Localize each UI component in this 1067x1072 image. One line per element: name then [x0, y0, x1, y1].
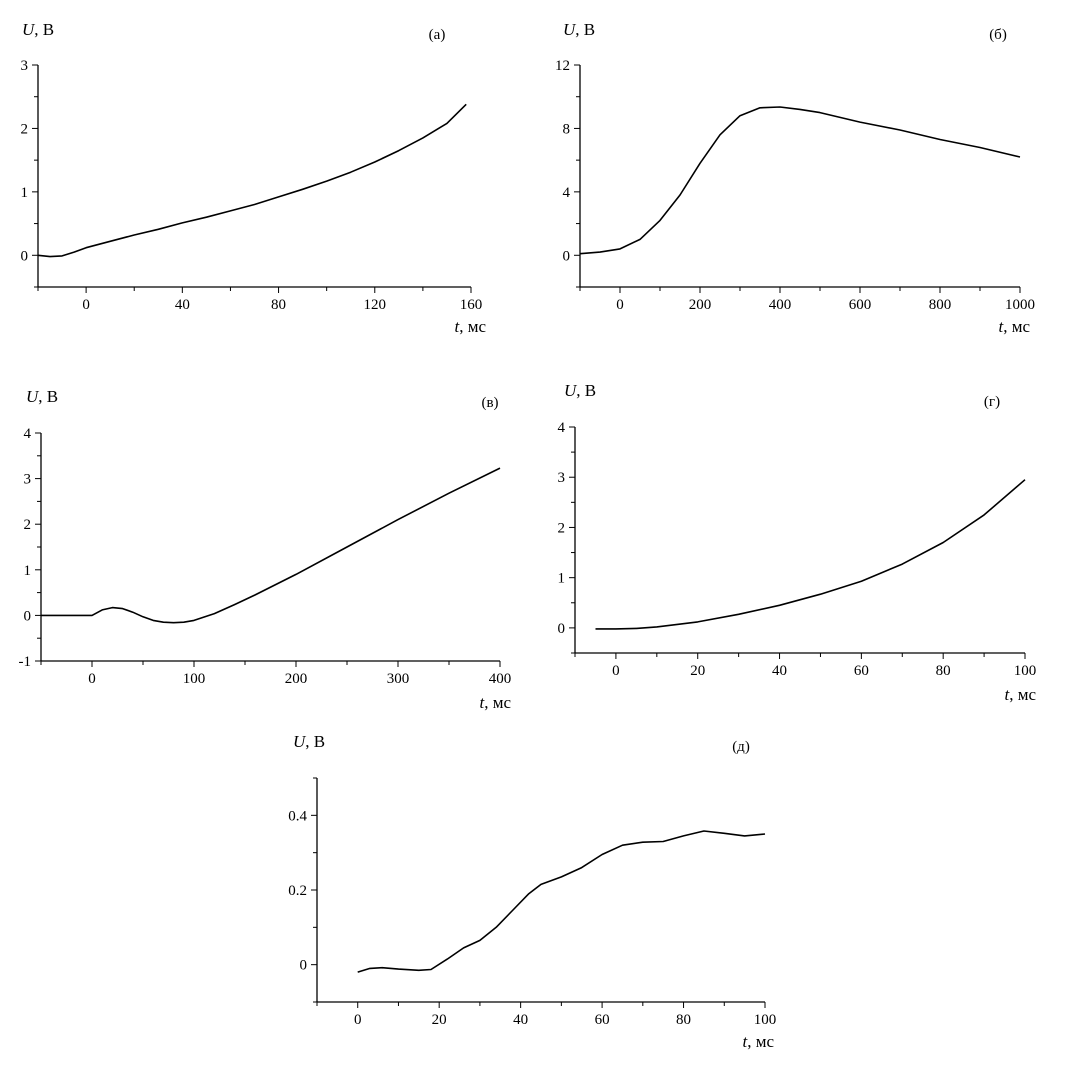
x-axis-label-unit: , мс [1009, 685, 1036, 704]
svg-text:t, мс: t, мс [479, 693, 511, 712]
y-axis-label-unit: , В [34, 20, 54, 39]
svg-text:t, мс: t, мс [998, 317, 1030, 336]
series-line-0 [595, 479, 1026, 630]
y-tick-label: 3 [21, 58, 29, 74]
x-tick-label: 20 [432, 1012, 447, 1028]
y-tick-label: 0 [24, 608, 32, 624]
x-tick-label: 600 [849, 297, 872, 313]
x-tick-label: 80 [936, 663, 951, 679]
svg-text:U, В: U, В [26, 387, 58, 406]
y-tick-label: 0 [563, 248, 571, 264]
y-tick-label: 4 [558, 420, 566, 436]
x-tick-label: 40 [772, 663, 787, 679]
y-tick-label: 3 [558, 470, 566, 486]
svg-text:U, В: U, В [22, 20, 54, 39]
y-tick-label: 1 [24, 563, 32, 579]
x-axis-label-var: t [998, 317, 1004, 336]
panel-label: (г) [984, 394, 1000, 410]
y-axis-label-unit: , В [575, 20, 595, 39]
series-line-0 [37, 103, 467, 258]
y-tick-label: 12 [555, 58, 570, 74]
panel-label: (б) [989, 27, 1007, 43]
series-line-0 [579, 106, 1021, 255]
chart-panel-a: U, В (а) t, мс 0 40 80 120 160 0 1 2 3 [21, 20, 487, 336]
svg-text:U, В: U, В [293, 732, 325, 751]
x-tick-label: 80 [676, 1012, 691, 1028]
x-axis-label-unit: , мс [484, 693, 511, 712]
x-tick-label: 0 [354, 1012, 362, 1028]
x-tick-label: 160 [460, 297, 483, 313]
x-tick-label: 60 [595, 1012, 610, 1028]
svg-text:U, В: U, В [563, 20, 595, 39]
y-tick-label: 0.4 [288, 808, 307, 824]
y-axis-label-var: U [26, 387, 40, 406]
y-tick-label: 0.2 [288, 883, 307, 899]
svg-text:t, мс: t, мс [1004, 685, 1036, 704]
x-tick-label: 60 [854, 663, 869, 679]
y-axis-label-unit: , В [305, 732, 325, 751]
y-tick-label: 2 [21, 121, 29, 137]
x-tick-label: 800 [929, 297, 952, 313]
x-axis-label-unit: , мс [747, 1032, 774, 1051]
x-tick-label: 40 [175, 297, 190, 313]
svg-text:t, мс: t, мс [454, 317, 486, 336]
x-tick-label: 100 [754, 1012, 777, 1028]
x-tick-label: 0 [82, 297, 90, 313]
y-tick-label: 8 [563, 121, 571, 137]
y-tick-label: 0 [21, 248, 29, 264]
y-tick-label: 2 [24, 517, 32, 533]
x-tick-label: 0 [612, 663, 620, 679]
x-tick-label: 0 [616, 297, 624, 313]
y-tick-label: 0 [558, 621, 566, 637]
x-axis-label-unit: , мс [1003, 317, 1030, 336]
panel-label: (а) [429, 27, 446, 43]
series-line-0 [357, 830, 766, 973]
y-axis-label-var: U [563, 20, 577, 39]
x-tick-label: 20 [690, 663, 705, 679]
svg-text:U, В: U, В [564, 381, 596, 400]
x-tick-label: 400 [489, 671, 512, 687]
y-axis-label-unit: , В [576, 381, 596, 400]
x-tick-label: 100 [183, 671, 206, 687]
x-tick-label: 400 [769, 297, 792, 313]
y-axis-label-var: U [293, 732, 307, 751]
y-tick-label: 1 [21, 185, 29, 201]
y-tick-label: 3 [24, 472, 32, 488]
y-axis-label-unit: , В [38, 387, 58, 406]
chart-panel-b: U, В (б) t, мс 0 200 400 600 800 1000 0 4 8 12 [555, 20, 1035, 336]
x-tick-label: 100 [1014, 663, 1037, 679]
x-tick-label: 1000 [1005, 297, 1035, 313]
y-tick-label: 4 [24, 426, 32, 442]
chart-panel-d: U, В (д) t, мс 0 20 40 60 80 100 0 0.2 0.4 [288, 732, 776, 1051]
y-tick-label: 4 [563, 185, 571, 201]
x-tick-label: 80 [271, 297, 286, 313]
x-tick-label: 0 [88, 671, 96, 687]
x-axis-label-var: t [742, 1032, 748, 1051]
series-line-0 [41, 467, 501, 624]
panel-label: (в) [481, 395, 498, 411]
x-axis-label-var: t [479, 693, 485, 712]
chart-panel-g: U, В (г) t, мс 0 20 40 60 80 100 0 1 2 3 4 [558, 381, 1037, 704]
y-axis-label-var: U [22, 20, 36, 39]
y-tick-label: 0 [300, 958, 308, 974]
x-tick-label: 200 [285, 671, 308, 687]
x-tick-label: 120 [364, 297, 387, 313]
chart-panel-v: U, В (в) t, мс 0 100 200 300 400 -1 0 1 2 3 4 [19, 387, 512, 712]
x-tick-label: 300 [387, 671, 410, 687]
x-axis-label-var: t [1004, 685, 1010, 704]
svg-text:t, мс: t, мс [742, 1032, 774, 1051]
y-tick-label: 1 [558, 571, 566, 587]
y-axis-label-var: U [564, 381, 578, 400]
x-tick-label: 40 [513, 1012, 528, 1028]
panel-label: (д) [732, 739, 750, 755]
y-tick-label: -1 [19, 654, 32, 670]
x-tick-label: 200 [689, 297, 712, 313]
x-axis-label-unit: , мс [459, 317, 486, 336]
y-tick-label: 2 [558, 520, 566, 536]
x-axis-label-var: t [454, 317, 460, 336]
